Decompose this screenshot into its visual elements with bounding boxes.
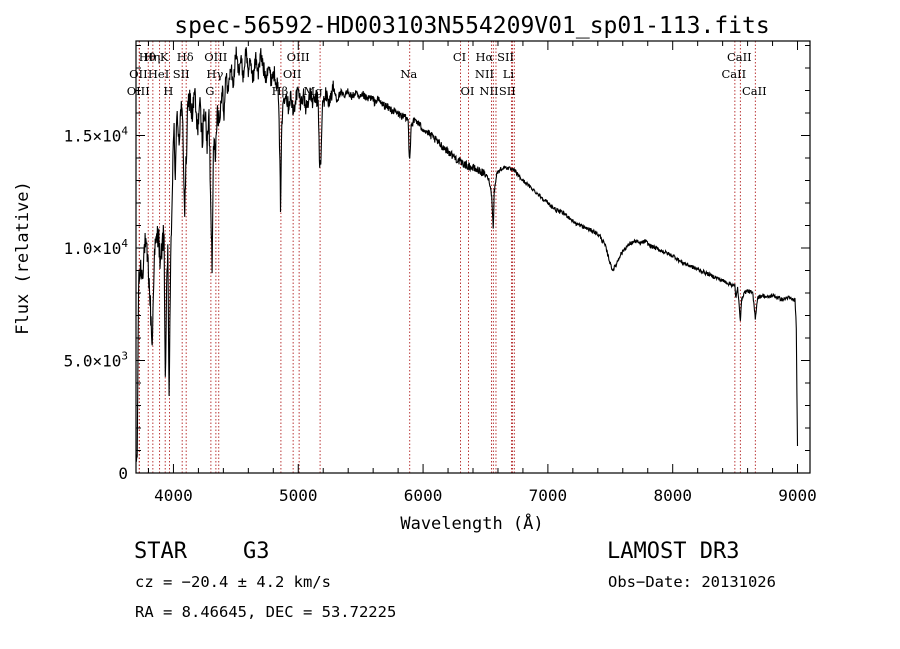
line-label: OI: [461, 84, 475, 98]
line-label: NII: [479, 84, 498, 98]
line-label: Hδ: [177, 50, 194, 64]
line-label: Na: [400, 67, 417, 81]
coordinates: RA = 8.46645, DEC = 53.72225: [135, 603, 397, 621]
line-label: Hθ: [139, 50, 156, 64]
line-label: G: [205, 84, 214, 98]
x-tick-label: 8000: [653, 486, 692, 505]
y-axis-label: Flux (relative): [13, 181, 33, 335]
line-label: H: [163, 84, 173, 98]
line-label: K: [160, 50, 169, 64]
y-axis-ticks: 0 5.0×103 1.0×104 1.5×104: [64, 45, 810, 483]
x-tick-label: 5000: [279, 486, 318, 505]
redshift-velocity: cz = −20.4 ± 4.2 km/s: [135, 573, 331, 591]
y-tick-label: 1.0×104: [64, 237, 129, 258]
line-label: SII: [499, 84, 516, 98]
line-label: OIII: [287, 50, 310, 64]
line-label: CaII: [727, 50, 752, 64]
line-label: HeI: [148, 67, 169, 81]
line-label: SII: [173, 67, 190, 81]
x-axis-ticks: 4000 5000 6000 7000 8000 9000: [147, 41, 817, 505]
x-tick-label: 9000: [778, 486, 817, 505]
line-label: Hγ: [206, 67, 223, 81]
line-label: NII: [475, 67, 494, 81]
x-tick-label: 4000: [154, 486, 193, 505]
line-label: CaII: [721, 67, 746, 81]
line-label: Hη: [143, 50, 160, 64]
chart-title: spec-56592-HD003103N554209V01_sp01-113.f…: [174, 13, 769, 39]
x-axis-label: Wavelength (Å): [400, 512, 543, 534]
spectral-subclass: G3: [243, 539, 270, 564]
y-tick-label: 5.0×103: [64, 350, 128, 371]
survey-name: LAMOST DR3: [607, 539, 740, 564]
line-label: OII: [283, 67, 302, 81]
line-label: CaII: [742, 84, 767, 98]
line-label: OIII: [204, 50, 227, 64]
plot-frame: [135, 40, 811, 474]
line-label: OII: [129, 67, 148, 81]
line-label: CI: [453, 50, 466, 64]
line-label: SII: [497, 50, 514, 64]
y-tick-label: 1.5×104: [64, 125, 129, 146]
object-class: STAR: [134, 539, 187, 564]
observation-date: Obs−Date: 20131026: [608, 573, 776, 591]
x-tick-label: 7000: [529, 486, 568, 505]
line-label: Hα: [475, 50, 493, 64]
spectrum-series: [135, 46, 799, 462]
spectral-line-markers: [138, 41, 756, 473]
y-tick-label: 0: [118, 464, 128, 483]
line-label: Li: [503, 67, 515, 81]
x-tick-label: 6000: [404, 486, 443, 505]
